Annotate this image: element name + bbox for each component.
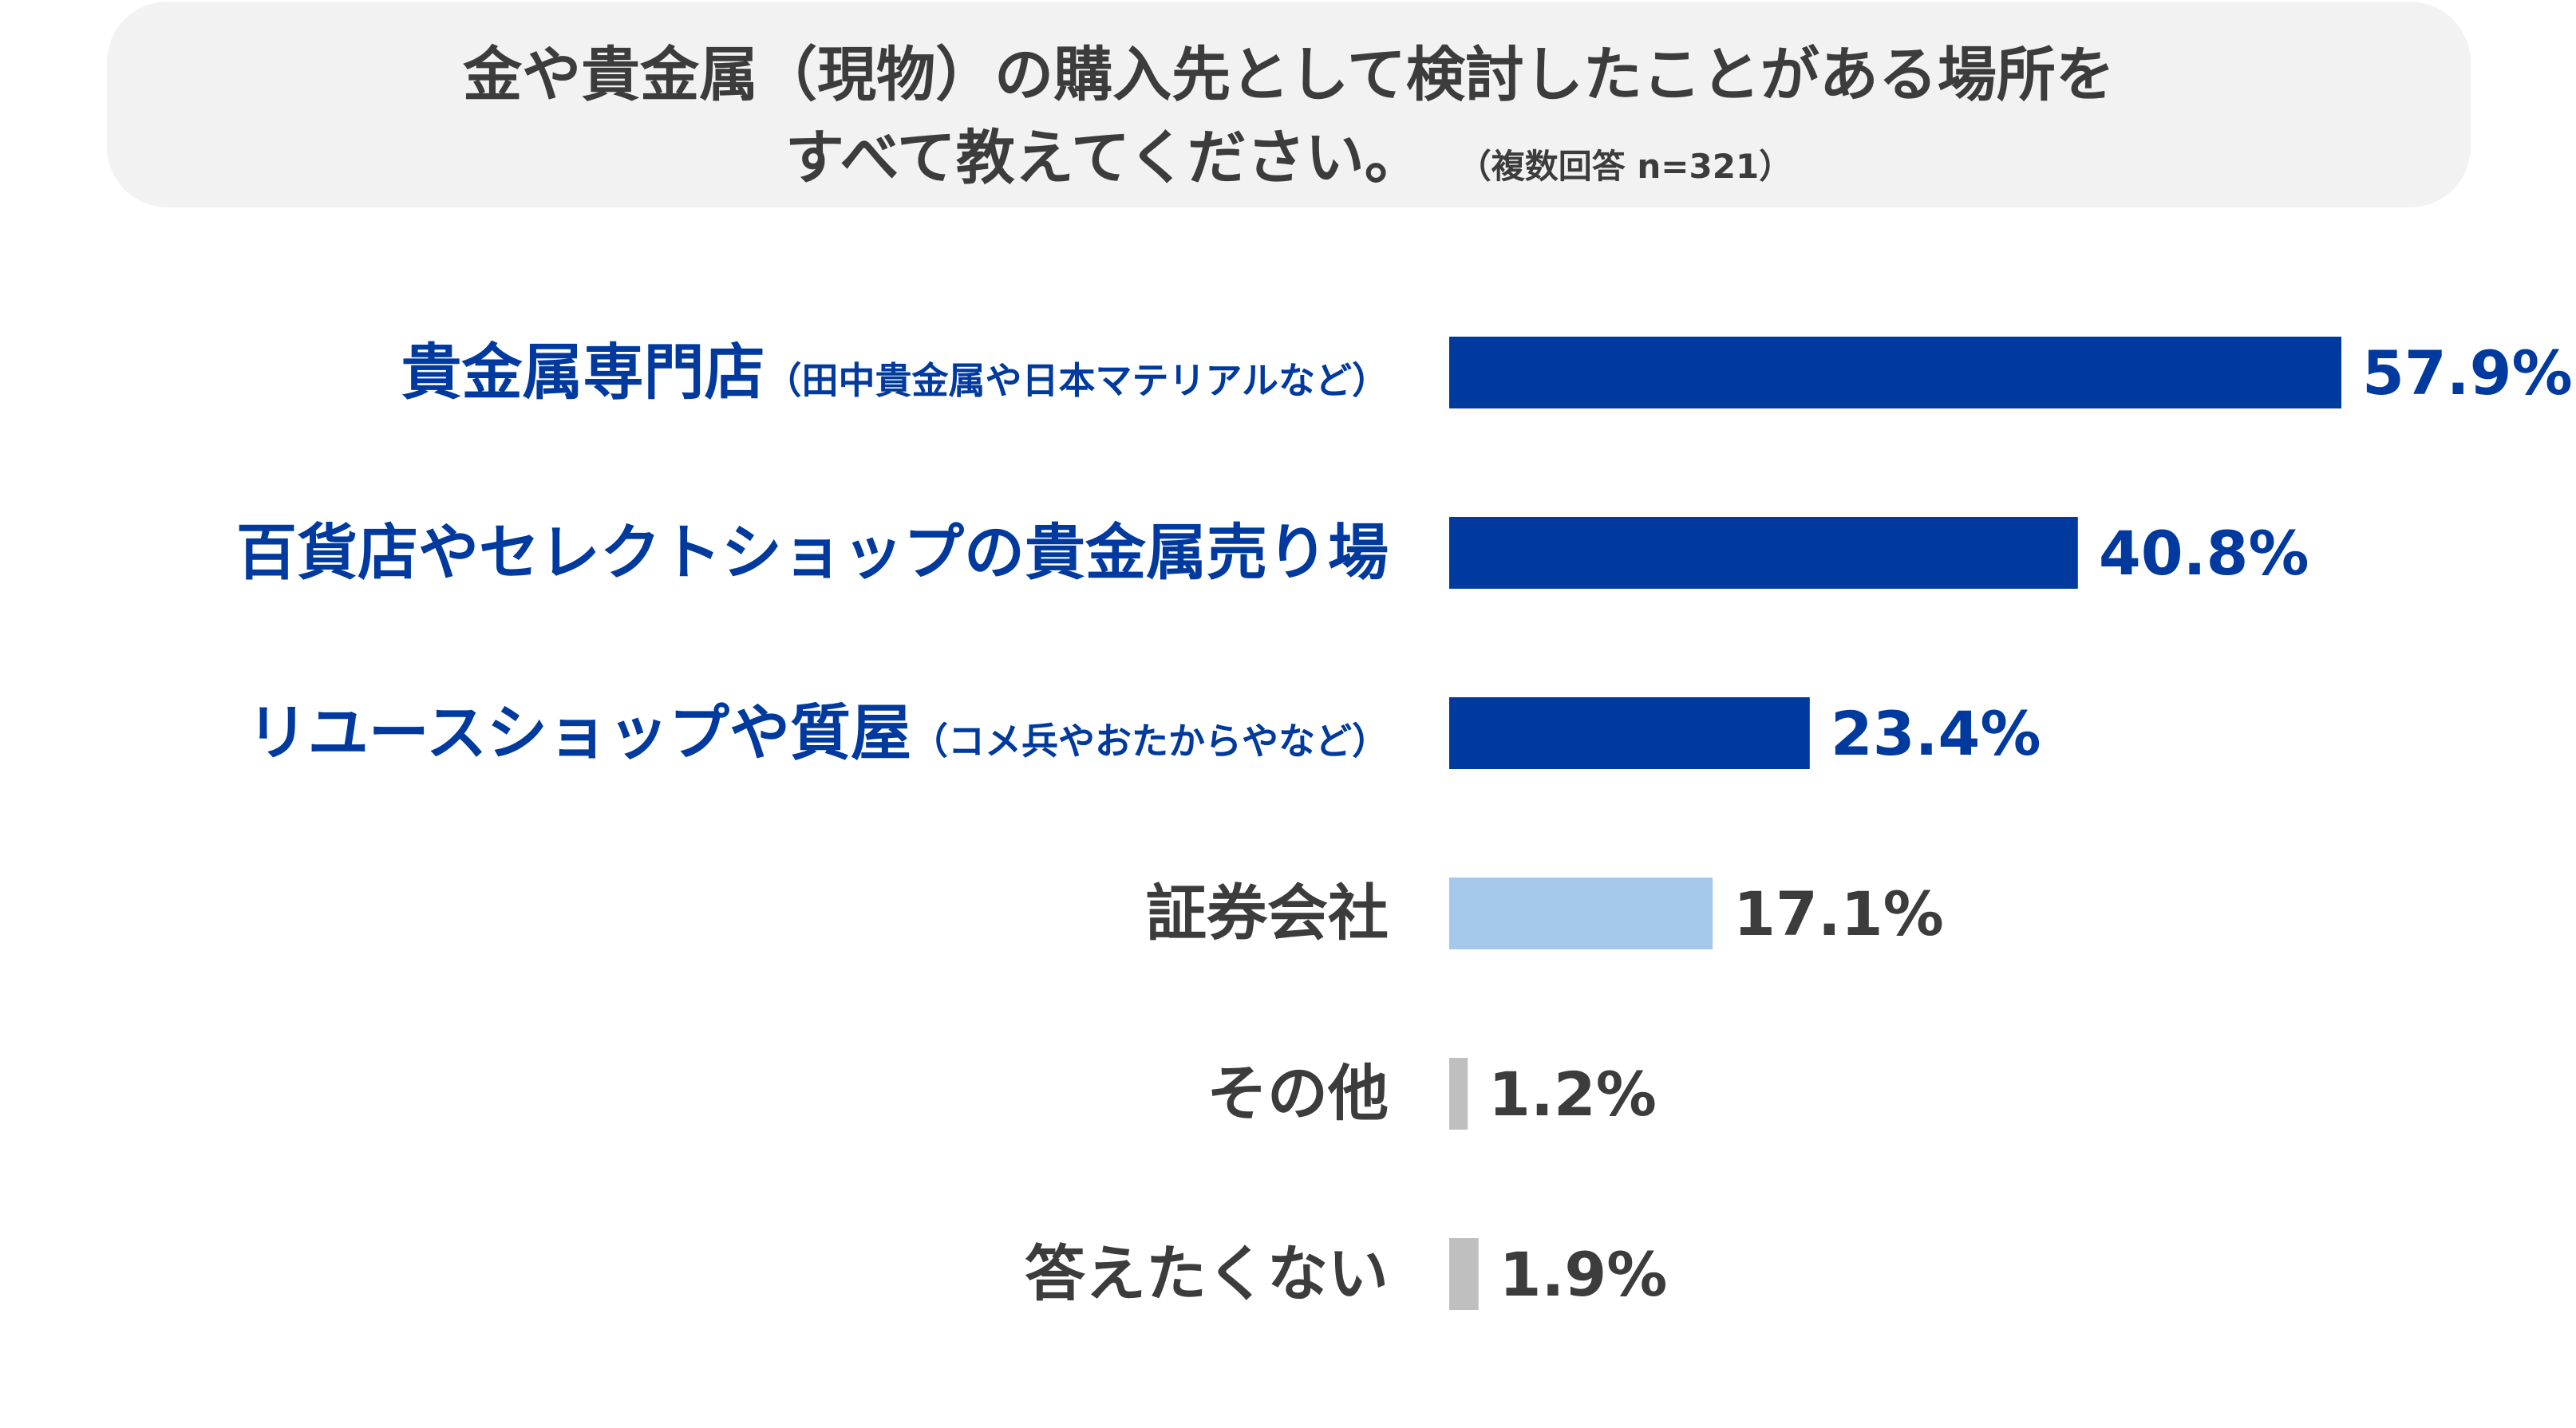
category-label-4: 証券会社 — [1146, 878, 1389, 949]
category-label-main-6: 答えたくない — [1025, 1238, 1389, 1309]
category-label-main-1: 貴金属専門店 — [401, 337, 765, 408]
category-label-sub-1: （田中貴金属や日本マテリアルなど） — [765, 359, 1389, 402]
category-label-main-4: 証券会社 — [1146, 878, 1389, 949]
category-label-5: その他 — [1207, 1058, 1389, 1129]
value-label-5: 1.2% — [1488, 1059, 1657, 1130]
value-label-1: 57.9% — [2362, 337, 2573, 408]
category-label-2: 百貨店やセレクトショップの貴金属売り場 — [236, 517, 1389, 588]
category-label-1: 貴金属専門店（田中貴金属や日本マテリアルなど） — [401, 337, 1389, 408]
bar-1 — [1449, 337, 2341, 408]
category-label-main-5: その他 — [1207, 1058, 1389, 1129]
bar-4 — [1449, 878, 1713, 949]
bar-6 — [1449, 1238, 1479, 1310]
category-label-main-2: 百貨店やセレクトショップの貴金属売り場 — [236, 517, 1389, 588]
title-box: 金や貴金属（現物）の購入先として検討したことがある場所を すべて教えてください。… — [107, 2, 2471, 207]
bar-3 — [1449, 697, 1810, 769]
chart-title-line2-text: すべて教えてください。 — [784, 124, 1424, 192]
category-label-main-3: リユースショップや質屋 — [247, 697, 911, 768]
bar-2 — [1449, 517, 2078, 589]
chart-title-line1: 金や貴金属（現物）の購入先として検討したことがある場所を — [463, 41, 2115, 109]
chart-title-line2: すべて教えてください。 （複数回答 n=321） — [107, 110, 2471, 195]
value-label-2: 40.8% — [2099, 518, 2309, 589]
bar-5 — [1449, 1058, 1468, 1130]
category-label-3: リユースショップや質屋（コメ兵やおたからやなど） — [247, 697, 1389, 768]
category-label-sub-3: （コメ兵やおたからやなど） — [911, 720, 1389, 763]
chart-title-note: （複数回答 n=321） — [1474, 147, 1793, 186]
value-label-4: 17.1% — [1733, 878, 1944, 949]
value-label-3: 23.4% — [1831, 698, 2041, 769]
value-label-6: 1.9% — [1499, 1239, 1668, 1310]
category-label-6: 答えたくない — [1025, 1238, 1389, 1309]
